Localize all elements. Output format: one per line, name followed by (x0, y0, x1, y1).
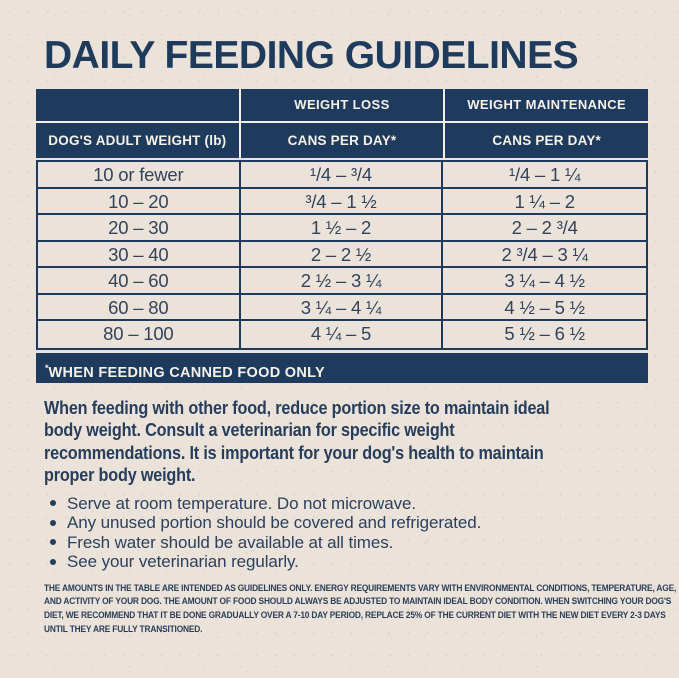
cell-weight: 10 – 20 (38, 188, 241, 213)
cell-loss: 2 – 2 ½ (241, 241, 444, 266)
fine-print-line: DIET, WE RECOMMEND THAT IT BE DONE GRADU… (44, 610, 666, 622)
table-header: WEIGHT LOSS WEIGHT MAINTENANCE DOG'S ADU… (36, 89, 648, 158)
cell-weight: 10 or fewer (38, 162, 241, 187)
cell-loss: ¹/4 – ³/4 (241, 162, 444, 187)
table-row: 60 – 80 3 ¼ – 4 ¼ 4 ½ – 5 ½ (38, 294, 646, 321)
cell-loss: ³/4 – 1 ½ (241, 188, 444, 213)
header-cell-blank (36, 89, 239, 121)
list-item: Any unused portion should be covered and… (50, 513, 648, 533)
fine-print-line: THE AMOUNTS IN THE TABLE ARE INTENDED AS… (44, 582, 677, 594)
paragraph-line: proper body weight. (44, 465, 196, 485)
list-item-text: Fresh water should be available at all t… (67, 532, 394, 552)
cell-maintenance: 2 ³/4 – 3 ¼ (501, 243, 588, 265)
cell-weight: 80 – 100 (38, 321, 241, 348)
cell-maintenance: 2 – 2 ³/4 (511, 217, 578, 238)
paragraph-line: body weight. Consult a veterinarian for … (44, 420, 455, 440)
header-cell-weight-loss: WEIGHT LOSS (240, 89, 444, 121)
cell-loss: 3 ¼ – 4 ¼ (241, 294, 444, 319)
header-cell-weight-maintenance: WEIGHT MAINTENANCE (445, 89, 648, 121)
cell-weight: 20 – 30 (38, 215, 241, 240)
care-instructions-list: Serve at room temperature. Do not microw… (50, 494, 648, 572)
cell-maintenance: ¹/4 – 1 ¼ (509, 164, 581, 185)
list-item-text: Any unused portion should be covered and… (67, 513, 482, 532)
fine-print-line: UNTIL THEY ARE FULLY TRANSITIONED. (44, 623, 203, 635)
cell-weight: 60 – 80 (38, 294, 241, 319)
header-cell-cans-maintenance: CANS PER DAY* (445, 123, 648, 158)
paragraph-line: recommendations. It is important for you… (44, 442, 544, 463)
cell-maintenance: 4 ½ – 5 ½ (504, 296, 585, 318)
table-row: 80 – 100 4 ¼ – 5 5 ½ – 6 ½ (38, 321, 646, 348)
paragraph-line: When feeding with other food, reduce por… (44, 397, 550, 418)
bullet-dot-icon (50, 500, 56, 507)
table-row: 20 – 30 1 ½ – 2 2 – 2 ³/4 (38, 215, 646, 242)
table-body: 10 or fewer ¹/4 – ³/4 ¹/4 – 1 ¼ 10 – 20 … (36, 160, 648, 350)
list-item: See your veterinarian regularly. (50, 552, 648, 572)
table-row: 40 – 60 2 ½ – 3 ¼ 3 ¼ – 4 ½ (38, 268, 646, 295)
cell-weight: 30 – 40 (38, 241, 241, 266)
page: DAILY FEEDING GUIDELINES WEIGHT LOSS WEI… (36, 34, 679, 637)
fine-print-line: AND ACTIVITY OF YOUR DOG. THE AMOUNT OF … (44, 596, 672, 608)
page-title: DAILY FEEDING GUIDELINES (44, 34, 579, 77)
cell-loss: 2 ½ – 3 ¼ (241, 268, 444, 293)
list-item-text: See your veterinarian regularly. (67, 552, 299, 571)
footnote-text: WHEN FEEDING CANNED FOOD ONLY (48, 364, 325, 381)
cell-weight: 40 – 60 (38, 268, 241, 293)
cell-maintenance: 1 ¼ – 2 (514, 190, 576, 212)
header-cell-dog-weight: DOG'S ADULT WEIGHT (lb) (36, 123, 239, 158)
disclaimer-fine-print: THE AMOUNTS IN THE TABLE ARE INTENDED AS… (44, 582, 679, 637)
bullet-dot-icon (50, 539, 56, 546)
list-item: Fresh water should be available at all t… (50, 533, 648, 553)
cell-maintenance: 3 ¼ – 4 ½ (504, 270, 585, 291)
cell-maintenance: 5 ½ – 6 ½ (504, 323, 585, 344)
list-item-text: Serve at room temperature. Do not microw… (67, 493, 416, 513)
table-row: 10 or fewer ¹/4 – ³/4 ¹/4 – 1 ¼ (38, 162, 646, 189)
list-item: Serve at room temperature. Do not microw… (50, 494, 648, 514)
cell-loss: 4 ¼ – 5 (241, 321, 444, 348)
table-footnote-bar: *WHEN FEEDING CANNED FOOD ONLY (36, 352, 648, 383)
cell-loss: 1 ½ – 2 (241, 215, 444, 240)
bullet-dot-icon (50, 558, 56, 565)
table-row: 30 – 40 2 – 2 ½ 2 ³/4 – 3 ¼ (38, 241, 646, 268)
header-cell-cans-loss: CANS PER DAY* (240, 123, 444, 158)
table-row: 10 – 20 ³/4 – 1 ½ 1 ¼ – 2 (38, 188, 646, 215)
footnote-marker: * (45, 362, 49, 373)
feeding-table: WEIGHT LOSS WEIGHT MAINTENANCE DOG'S ADU… (36, 89, 648, 383)
feeding-note-paragraph: When feeding with other food, reduce por… (44, 397, 665, 487)
bullet-dot-icon (50, 519, 56, 526)
